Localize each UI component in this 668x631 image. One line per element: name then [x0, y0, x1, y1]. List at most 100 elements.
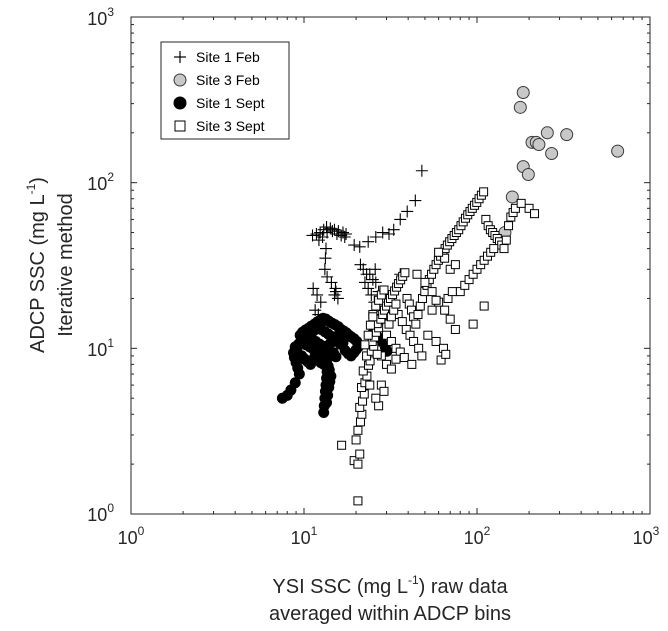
point-site-3-sept — [450, 324, 460, 334]
point-site-1-feb — [387, 223, 400, 236]
point-site-3-feb — [532, 137, 546, 151]
point-site-3-feb — [560, 128, 574, 142]
point-site-3-feb — [505, 190, 519, 204]
point-site-3-sept — [440, 253, 450, 263]
point-site-1-feb — [354, 258, 367, 271]
point-site-1-feb — [318, 263, 331, 276]
point-site-3-sept — [516, 198, 526, 208]
point-site-3-sept — [384, 319, 394, 329]
point-site-3-feb — [545, 146, 559, 160]
point-site-3-sept — [427, 287, 437, 297]
point-site-3-sept — [382, 359, 392, 369]
point-site-3-sept — [501, 235, 511, 245]
legend-marker-site-1-sept — [173, 96, 187, 110]
point-site-3-sept — [436, 355, 446, 365]
point-site-3-sept — [351, 435, 361, 445]
point-site-3-sept — [450, 260, 460, 270]
point-site-3-sept — [337, 440, 347, 450]
point-site-3-sept — [382, 330, 392, 340]
point-site-1-feb — [357, 263, 370, 276]
point-site-1-sept — [304, 358, 316, 370]
point-site-3-sept — [365, 320, 375, 330]
point-site-3-sept — [479, 187, 489, 197]
point-site-3-sept — [415, 301, 425, 311]
legend: Site 1 Feb Site 3 Feb Site 1 Sept Site 3… — [160, 41, 290, 140]
point-site-3-sept — [420, 277, 430, 287]
point-site-1-feb — [328, 288, 341, 301]
point-site-3-sept — [400, 268, 410, 278]
legend-label-site-3-feb: Site 3 Feb — [196, 72, 260, 88]
point-site-3-sept — [386, 336, 396, 346]
legend-marker-site-3-feb — [173, 73, 187, 87]
point-site-3-feb — [521, 168, 535, 182]
point-site-3-sept — [417, 351, 427, 361]
point-site-3-feb — [516, 86, 530, 100]
y-tick-label-2: 102 — [87, 170, 114, 194]
point-site-1-sept — [327, 347, 339, 359]
legend-label-site-1-feb: Site 1 Feb — [196, 49, 260, 65]
point-site-3-sept — [434, 247, 444, 257]
x-axis-title-line1: YSI SSC (mg L-1) raw data — [272, 573, 508, 598]
point-site-1-feb — [358, 276, 371, 289]
axis-ticks — [130, 16, 651, 515]
point-site-1-feb — [338, 230, 351, 243]
x-tick-label-2: 102 — [464, 524, 491, 548]
point-site-3-sept — [431, 336, 441, 346]
point-site-3-sept — [504, 221, 514, 231]
y-tick-label-0: 100 — [87, 501, 114, 525]
point-site-3-sept — [407, 359, 417, 369]
point-site-3-sept — [353, 459, 363, 469]
point-site-1-feb — [311, 288, 324, 301]
point-site-3-sept — [374, 401, 384, 411]
point-site-3-sept — [413, 310, 423, 320]
point-site-3-sept — [530, 209, 540, 219]
point-site-1-feb — [394, 213, 407, 226]
point-site-3-sept — [399, 353, 409, 363]
point-site-1-feb — [376, 226, 389, 239]
y-axis-title-line1: ADCP SSC (mg L-1) — [24, 177, 49, 353]
legend-marker-site-1-feb — [174, 51, 186, 63]
point-site-1-feb — [369, 276, 382, 289]
point-site-1-feb — [348, 239, 361, 252]
point-site-3-sept — [368, 312, 378, 322]
point-site-1-feb — [362, 282, 375, 295]
point-site-3-sept — [524, 203, 534, 213]
point-site-1-feb — [353, 240, 366, 253]
point-site-1-feb — [409, 194, 422, 207]
point-site-3-sept — [353, 496, 363, 506]
point-site-3-sept — [411, 319, 421, 329]
x-tick-label-0: 100 — [118, 524, 145, 548]
y-axis-title-line2: Iterative method — [55, 193, 77, 336]
point-site-3-sept — [371, 393, 381, 403]
point-site-3-sept — [372, 349, 382, 359]
x-axis-title-line2: averaged within ADCP bins — [269, 603, 511, 625]
point-site-3-sept — [479, 301, 489, 311]
point-site-3-sept — [510, 203, 520, 213]
point-site-3-sept — [412, 269, 422, 279]
point-site-1-feb — [331, 292, 344, 305]
point-site-1-feb — [321, 226, 334, 239]
point-site-3-sept — [423, 330, 433, 340]
point-site-3-sept — [427, 305, 437, 315]
legend-marker-site-3-sept — [174, 120, 186, 132]
point-site-3-sept — [353, 425, 363, 435]
y-tick-label-1: 101 — [87, 336, 114, 360]
legend-label-site-1-sept: Site 1 Sept — [196, 95, 265, 111]
point-site-1-feb — [362, 235, 375, 248]
point-site-3-sept — [358, 366, 368, 376]
point-site-1-feb — [319, 252, 332, 265]
point-site-3-sept — [445, 314, 455, 324]
point-site-1-feb — [319, 242, 332, 255]
point-site-3-sept — [489, 244, 499, 254]
point-site-3-sept — [391, 354, 401, 364]
point-site-1-feb — [307, 282, 320, 295]
point-site-3-sept — [499, 244, 509, 254]
point-site-3-sept — [362, 351, 372, 361]
point-site-1-feb — [369, 230, 382, 243]
point-site-3-sept — [355, 417, 365, 427]
point-site-1-feb — [317, 223, 330, 236]
point-site-3-feb — [611, 144, 625, 158]
point-site-3-sept — [447, 287, 457, 297]
point-site-1-feb — [366, 273, 379, 286]
